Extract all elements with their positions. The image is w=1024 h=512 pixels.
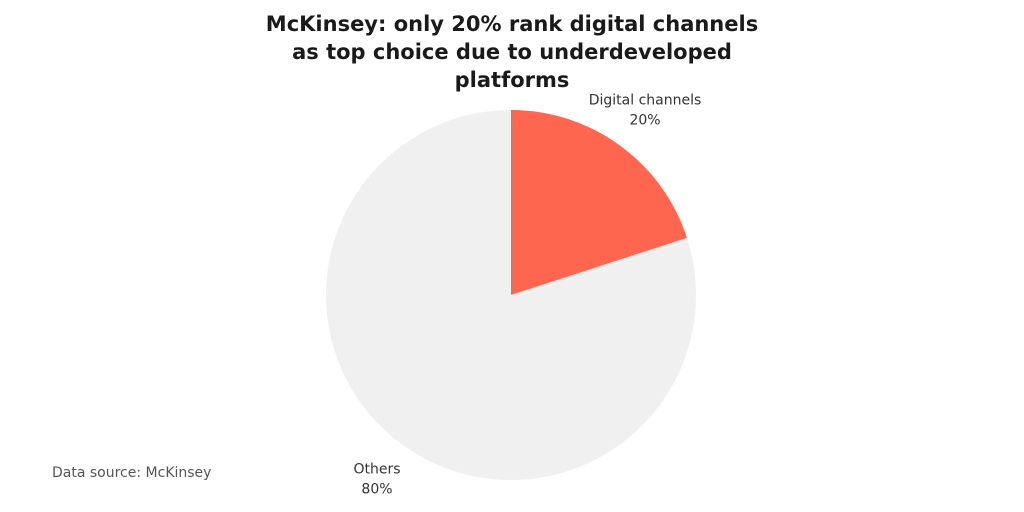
- source-note: Data source: McKinsey: [52, 465, 212, 481]
- slice-label: Digital channels: [589, 93, 702, 109]
- chart-title: McKinsey: only 20% rank digital channels…: [265, 12, 759, 92]
- value-label: 20%: [629, 113, 660, 129]
- pie-slice: [326, 110, 696, 480]
- pie-slice: [511, 110, 687, 295]
- slice-label: Others: [353, 461, 400, 477]
- value-label: 80%: [361, 481, 392, 497]
